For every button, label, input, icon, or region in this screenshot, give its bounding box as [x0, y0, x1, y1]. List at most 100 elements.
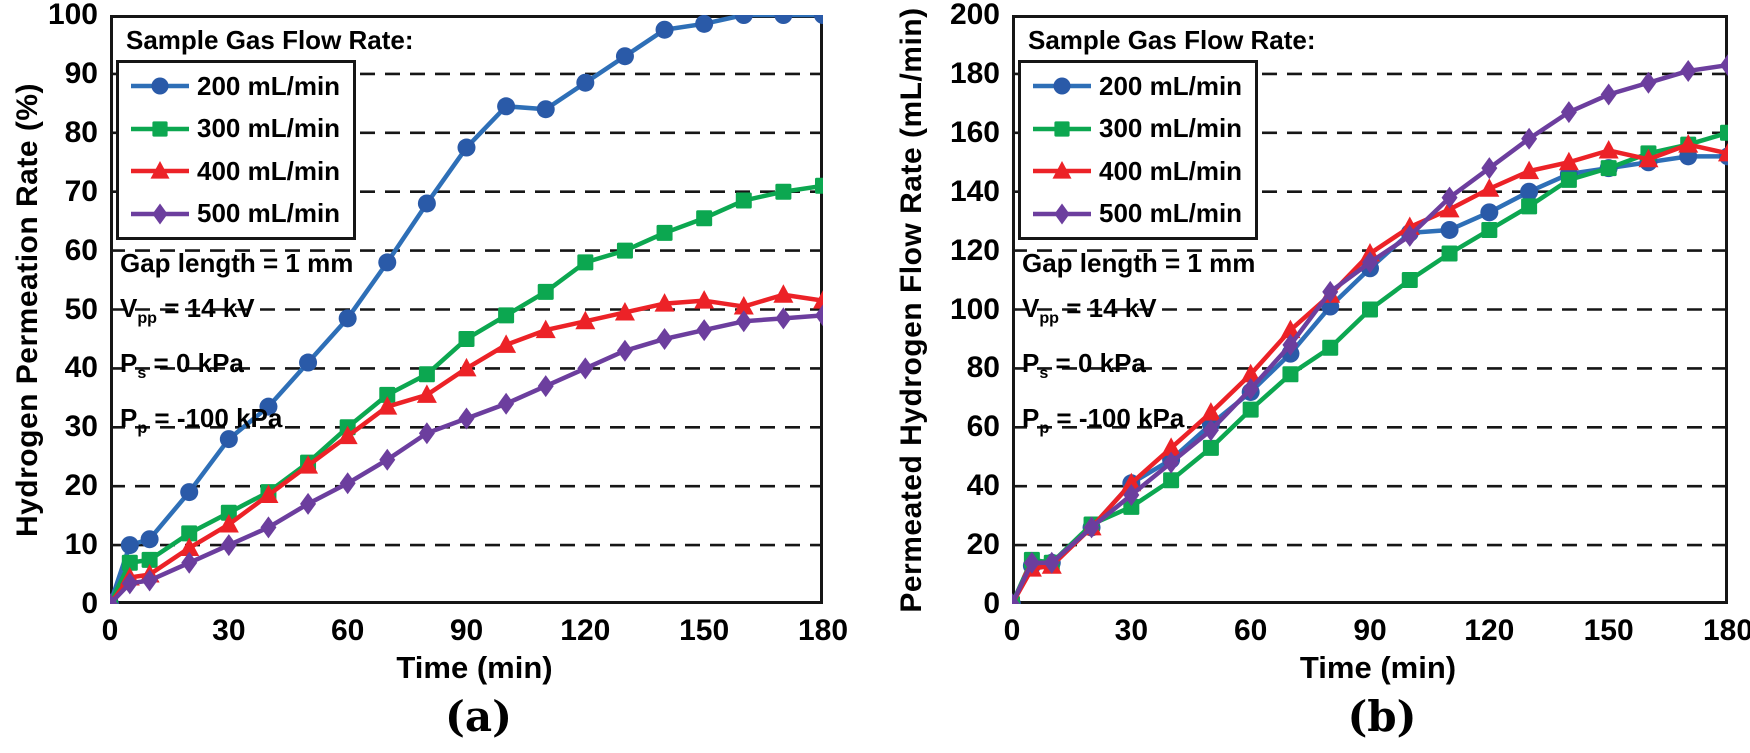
circle-marker-icon	[299, 353, 318, 372]
circle-marker-icon	[457, 138, 476, 157]
circle-marker-icon	[338, 309, 357, 328]
series-markers-500-ml-min	[1012, 54, 1728, 604]
diamond-marker-icon	[1242, 378, 1259, 401]
triangle-marker-icon	[1280, 319, 1301, 339]
square-marker-icon	[1521, 198, 1538, 215]
triangle-marker-icon	[1052, 161, 1072, 179]
square-marker-icon	[696, 210, 713, 227]
triangle-marker-icon	[456, 357, 477, 377]
legend-item-label: 200 mL/min	[197, 70, 341, 101]
triangle-marker-icon	[150, 161, 170, 179]
square-marker-icon	[577, 254, 594, 271]
chart-a-plot-area	[110, 15, 823, 604]
annotation-line: Pp = -100 kPa	[120, 403, 283, 438]
diamond-marker-icon	[418, 422, 435, 445]
chart-a-legend-title: Sample Gas Flow Rate:	[126, 25, 414, 55]
series-markers-200-ml-min	[110, 15, 823, 604]
x-tick-label: 30	[212, 614, 246, 647]
diamond-marker-icon	[1202, 419, 1219, 442]
y-tick-label: 10	[64, 528, 98, 562]
triangle-marker-icon	[1638, 148, 1659, 168]
triangle-marker-icon	[1479, 178, 1500, 197]
triangle-marker-icon	[535, 319, 556, 339]
diamond-marker-icon	[1521, 127, 1538, 150]
triangle-marker-icon	[1121, 472, 1142, 492]
chart-a-legend: 200 mL/min 300 mL/min 400 mL/min 500 mL/min	[116, 60, 356, 240]
triangle-marker-icon	[614, 301, 635, 321]
square-marker-icon	[1202, 439, 1219, 456]
annotation-line: Ps = 0 kPa	[1022, 348, 1146, 383]
square-marker-icon	[1720, 124, 1728, 141]
triangle-marker-icon	[337, 425, 358, 445]
chart-a-annotations: Gap length = 1 mm Vpp = 14 kV Ps = 0 kPa Pp…	[120, 241, 353, 452]
x-tick-label: 0	[101, 614, 119, 647]
series-markers-500-ml-min	[110, 304, 823, 604]
y-tick-label: 200	[949, 0, 1000, 31]
square-marker-icon	[815, 177, 823, 194]
legend-item-300-ml-min: 300 mL/min	[131, 108, 353, 150]
diamond-marker-icon	[1083, 516, 1100, 539]
series-line-400-ml-min	[110, 292, 823, 604]
diamond-marker-icon	[1560, 101, 1577, 124]
circle-marker-icon	[497, 97, 516, 116]
diamond-marker-icon	[339, 472, 356, 495]
diamond-marker-icon	[260, 516, 277, 539]
triangle-marker-icon	[1678, 134, 1699, 153]
square-marker-icon	[1600, 160, 1617, 177]
diamond-marker-icon	[1720, 54, 1728, 77]
x-tick-label: 120	[1464, 614, 1515, 647]
circle-marker-icon	[180, 483, 199, 502]
circle-marker-icon	[219, 430, 238, 449]
diamond-marker-icon	[1481, 157, 1498, 180]
diamond-marker-icon	[1023, 551, 1040, 574]
y-tick-label: 40	[64, 351, 98, 385]
legend-key-triangle	[1033, 161, 1091, 179]
square-marker-icon	[1441, 245, 1458, 262]
x-tick-label: 90	[1353, 614, 1387, 647]
triangle-marker-icon	[694, 290, 715, 309]
legend-item-500-ml-min: 500 mL/min	[131, 193, 353, 235]
triangle-marker-icon	[813, 290, 823, 309]
diamond-marker-icon	[220, 534, 237, 557]
triangle-marker-icon	[416, 384, 437, 403]
square-marker-icon	[121, 554, 138, 571]
square-marker-icon	[616, 242, 633, 259]
chart-b-plot-area	[1012, 15, 1728, 604]
square-marker-icon	[1282, 366, 1299, 383]
triangle-marker-icon	[179, 537, 200, 557]
legend-item-label: 200 mL/min	[1099, 70, 1243, 101]
circle-marker-icon	[1480, 203, 1499, 222]
plot-border	[1012, 15, 1728, 604]
circle-marker-icon	[1440, 220, 1459, 239]
diamond-marker-icon	[1600, 83, 1617, 106]
x-tick-label: 120	[560, 614, 611, 647]
triangle-marker-icon	[298, 455, 319, 474]
legend-item-400-ml-min: 400 mL/min	[131, 150, 353, 192]
diamond-marker-icon	[775, 307, 792, 330]
triangle-marker-icon	[1240, 363, 1261, 383]
circle-marker-icon	[774, 15, 793, 24]
x-tick-label: 180	[797, 614, 849, 647]
circle-marker-icon	[734, 15, 753, 24]
diamond-marker-icon	[735, 310, 752, 333]
y-tick-label: 180	[949, 56, 1000, 90]
legend-item-200-ml-min: 200 mL/min	[131, 65, 353, 107]
legend-key-square	[1033, 121, 1091, 137]
y-tick-label: 60	[64, 233, 98, 267]
y-tick-label: 20	[966, 528, 1000, 562]
y-tick-label: 60	[966, 410, 1000, 444]
diamond-marker-icon	[1322, 280, 1339, 303]
diamond-marker-icon	[616, 339, 633, 362]
chart-a-caption: (a)	[445, 692, 512, 741]
triangle-marker-icon	[773, 284, 794, 303]
chart-b-annotations: Gap length = 1 mm Vpp = 14 kV Ps = 0 kPa Pp…	[1022, 241, 1255, 452]
circle-marker-icon	[576, 73, 595, 92]
square-marker-icon	[1322, 339, 1339, 356]
square-marker-icon	[458, 330, 475, 347]
triangle-marker-icon	[654, 293, 675, 312]
triangle-marker-icon	[1598, 139, 1619, 159]
y-tick-label: 30	[64, 410, 98, 444]
legend-item-300-ml-min: 300 mL/min	[1033, 108, 1255, 150]
circle-marker-icon	[655, 20, 674, 39]
triangle-marker-icon	[258, 484, 279, 504]
